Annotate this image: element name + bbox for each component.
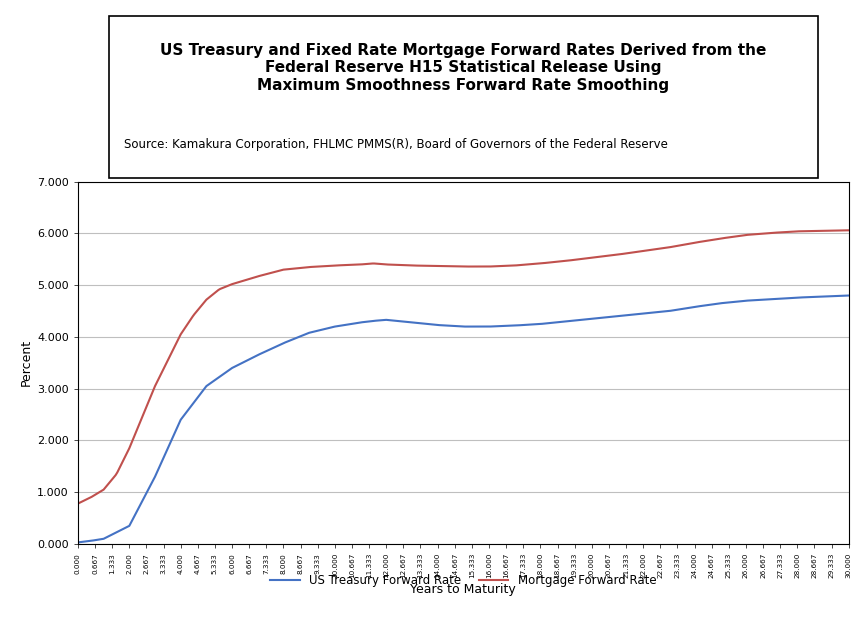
Text: Source: Kamakura Corporation, FHLMC PMMS(R), Board of Governors of the Federal R: Source: Kamakura Corporation, FHLMC PMMS… <box>124 138 668 151</box>
US Treasury Forward Rate <box>719 299 729 307</box>
Mortgage Forward Rate <box>391 261 402 269</box>
Mortgage Forward Rate <box>593 253 604 260</box>
US Treasury Forward Rate <box>843 292 854 299</box>
Mortgage Forward Rate <box>493 262 503 270</box>
FancyBboxPatch shape <box>109 16 818 178</box>
Y-axis label: Percent: Percent <box>20 339 33 386</box>
Text: US Treasury and Fixed Rate Mortgage Forward Rates Derived from the
Federal Reser: US Treasury and Fixed Rate Mortgage Forw… <box>160 43 766 93</box>
X-axis label: Years to Maturity: Years to Maturity <box>410 582 516 596</box>
Mortgage Forward Rate <box>73 500 83 508</box>
Mortgage Forward Rate <box>719 235 729 242</box>
Line: US Treasury Forward Rate: US Treasury Forward Rate <box>78 296 849 542</box>
Line: Mortgage Forward Rate: Mortgage Forward Rate <box>78 230 849 504</box>
US Treasury Forward Rate <box>186 403 197 410</box>
US Treasury Forward Rate <box>73 538 83 546</box>
Mortgage Forward Rate <box>843 226 854 234</box>
Legend: US Treasury Forward Rate, Mortgage Forward Rate: US Treasury Forward Rate, Mortgage Forwa… <box>265 569 662 591</box>
US Treasury Forward Rate <box>493 323 503 330</box>
US Treasury Forward Rate <box>593 314 604 322</box>
US Treasury Forward Rate <box>109 530 120 537</box>
Mortgage Forward Rate <box>186 315 197 323</box>
Mortgage Forward Rate <box>109 474 120 481</box>
US Treasury Forward Rate <box>391 317 402 325</box>
